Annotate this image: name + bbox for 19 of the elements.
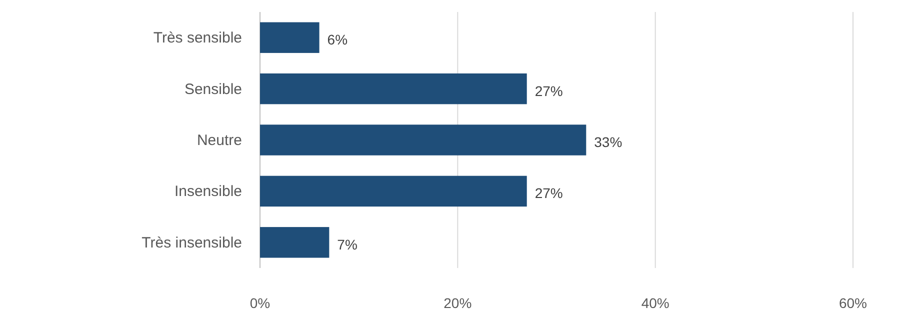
data-label: 6% xyxy=(327,32,348,48)
y-tick-label: Neutre xyxy=(196,132,242,149)
x-tick-label: 0% xyxy=(250,295,270,311)
bar xyxy=(260,22,320,53)
y-tick-label: Insensible xyxy=(174,183,242,200)
y-tick-label: Sensible xyxy=(184,80,242,98)
x-tick-label: 60% xyxy=(838,295,868,311)
bar xyxy=(260,227,330,258)
y-tick-label: Très sensible xyxy=(153,30,242,47)
data-label: 27% xyxy=(534,185,563,202)
bar xyxy=(260,73,527,104)
bar xyxy=(260,176,527,207)
data-label: 7% xyxy=(337,236,358,252)
data-label: 33% xyxy=(594,134,622,150)
y-tick-label: Très insensible xyxy=(142,234,242,252)
bar xyxy=(260,124,586,156)
x-tick-label: 20% xyxy=(444,295,472,311)
data-label: 27% xyxy=(534,82,563,99)
x-tick-label: 40% xyxy=(641,295,670,311)
